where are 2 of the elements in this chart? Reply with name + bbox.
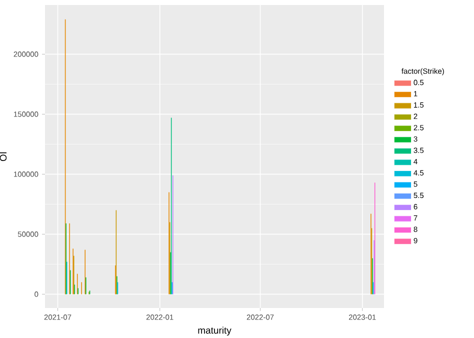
x-axis-title: maturity	[198, 326, 232, 336]
y-axis-title: OI	[0, 152, 7, 162]
